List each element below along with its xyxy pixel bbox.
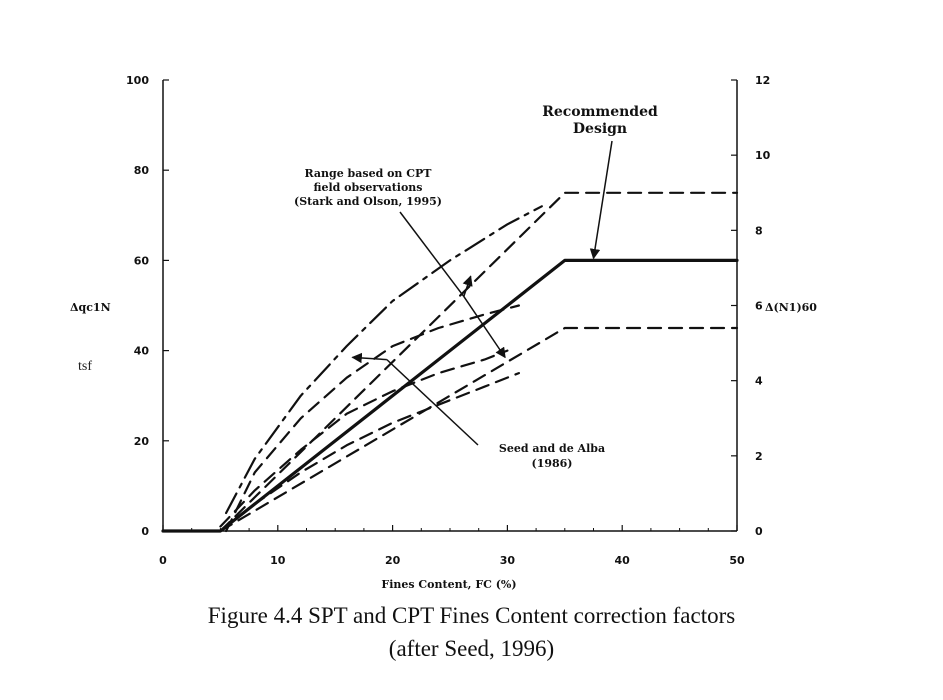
x-tick-label: 20 — [385, 554, 401, 567]
x-tick-label: 10 — [270, 554, 286, 567]
axes: 0 10 20 30 40 50 0 20 40 60 80 100 0 2 4 6 8 10 12 — [126, 74, 771, 567]
y-left-tick-label: 20 — [134, 435, 150, 448]
y-right-axis-label: Δ(N1)60 — [765, 301, 817, 314]
y-left-tick-label: 100 — [126, 74, 149, 87]
x-axis-label: Fines Content, FC (%) — [381, 578, 516, 591]
x-tick-label: 50 — [729, 554, 745, 567]
series-line-1 — [161, 258, 739, 533]
y-right-tick-label: 10 — [755, 149, 771, 162]
y-left-tick-label: 80 — [134, 164, 150, 177]
cpt-range-leader — [399, 211, 465, 297]
series-line-2 — [219, 191, 739, 533]
series-line-6 — [219, 349, 509, 528]
cpt-range-label-line1: Range based on CPT — [305, 167, 433, 180]
x-tick-label: 0 — [159, 554, 167, 567]
y-left-tick-label: 40 — [134, 345, 150, 358]
recommended-label-line2: Design — [573, 121, 627, 137]
y-left-axis-label: Δqc1N — [70, 301, 111, 314]
seed-alba-leader — [386, 359, 479, 446]
figure-caption-line1: Figure 4.4 SPT and CPT Fines Content cor… — [207, 603, 736, 628]
cpt-range-label-line2: field observations — [313, 181, 422, 194]
series-line-4 — [225, 205, 543, 515]
annotation-arrows — [351, 140, 613, 446]
series-group — [161, 191, 739, 533]
cpt-range-arrow-up — [462, 275, 473, 297]
y-right-tick-label: 12 — [755, 74, 770, 87]
y-right-tick-label: 2 — [755, 450, 763, 463]
chart: 0 10 20 30 40 50 0 20 40 60 80 100 0 2 4 6 8 10 12 Fines C… — [70, 74, 817, 591]
y-right-tick-label: 4 — [755, 375, 763, 388]
seed-alba-arrow-left — [351, 352, 387, 364]
series-line-7 — [219, 372, 521, 533]
cpt-range-arrow-down — [463, 296, 506, 359]
x-tick-label: 40 — [615, 554, 631, 567]
figure-caption-line2: (after Seed, 1996) — [388, 636, 555, 661]
y-left-tick-label: 60 — [134, 254, 150, 267]
seed-alba-label-line1: Seed and de Alba — [499, 442, 605, 455]
y-right-tick-label: 0 — [755, 525, 763, 538]
y-right-tick-label: 8 — [755, 224, 763, 237]
cpt-range-label-line3: (Stark and Olson, 1995) — [294, 195, 442, 208]
series-line-5 — [225, 304, 521, 533]
series-line-3 — [219, 326, 739, 533]
y-right-tick-label: 6 — [755, 300, 763, 313]
x-tick-label: 30 — [500, 554, 516, 567]
recommended-label-line1: Recommended — [542, 104, 658, 120]
recommended-arrow — [589, 140, 613, 260]
seed-alba-label-line2: (1986) — [531, 457, 572, 470]
y-left-units-label: tsf — [78, 359, 92, 374]
y-left-tick-label: 0 — [141, 525, 149, 538]
